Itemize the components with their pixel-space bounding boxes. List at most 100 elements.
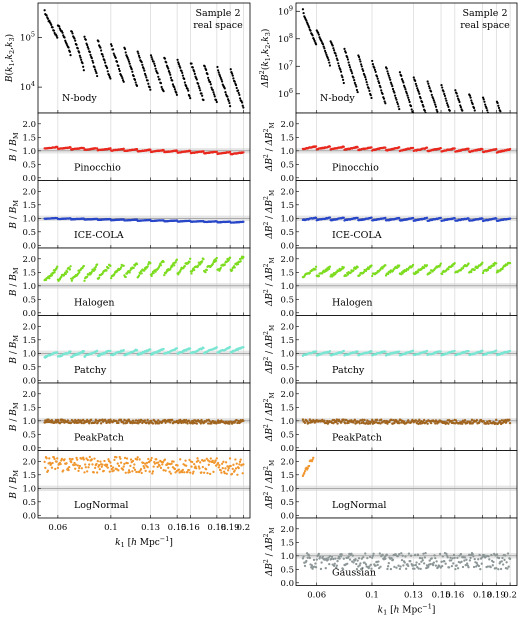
- data-point: [409, 560, 412, 563]
- data-point: [149, 348, 152, 351]
- left-ratio-panel-peakpatch: 0.0 0.5 1.0 1.5 2.0 PeakPatch B / BM: [9, 382, 251, 454]
- data-point: [102, 469, 105, 473]
- nbody-point: [325, 53, 328, 56]
- data-point: [200, 471, 203, 474]
- data-point: [481, 261, 484, 264]
- data-point: [356, 146, 359, 149]
- data-point: [185, 464, 188, 467]
- nbody-point: [317, 33, 320, 36]
- data-point: [439, 350, 442, 353]
- y-tick-label: 2.0: [22, 322, 36, 332]
- nbody-point: [335, 54, 338, 57]
- data-point: [123, 462, 126, 466]
- nbody-point: [369, 94, 372, 97]
- nbody-point: [45, 14, 48, 17]
- data-point: [447, 566, 451, 569]
- nbody-point: [212, 91, 215, 94]
- data-point: [220, 471, 223, 474]
- nbody-point: [414, 79, 417, 83]
- data-point: [467, 262, 470, 265]
- data-point: [447, 268, 450, 271]
- data-point: [157, 461, 160, 464]
- data-point: [357, 557, 361, 560]
- y-tick-label: 0.5: [22, 430, 36, 440]
- y-tick-label: 1.5: [280, 133, 294, 143]
- data-point: [470, 418, 474, 421]
- data-point: [480, 562, 483, 565]
- panel-name: Pinocchio: [74, 163, 121, 174]
- data-point: [196, 457, 199, 460]
- nbody-point: [386, 70, 389, 73]
- data-point: [420, 557, 424, 560]
- data-point: [479, 568, 482, 571]
- data-point: [119, 461, 123, 464]
- data-point: [412, 564, 415, 567]
- data-point: [334, 557, 337, 560]
- nbody-point: [43, 9, 46, 12]
- data-point: [204, 271, 207, 274]
- nbody-point: [219, 75, 222, 78]
- nbody-point: [412, 76, 415, 79]
- y-tick-label: 1.5: [22, 471, 36, 481]
- data-point: [423, 562, 426, 565]
- nbody-point: [160, 85, 163, 89]
- data-point: [154, 270, 157, 273]
- right-ratio-panel-ice-cola: 0.0 0.5 1.0 1.5 2.0 ICE-COLA ΔB2 / ΔB2M: [263, 180, 518, 251]
- data-point: [328, 555, 332, 558]
- data-point: [93, 421, 97, 424]
- data-point: [193, 421, 197, 425]
- data-point: [53, 457, 56, 461]
- data-point: [506, 552, 510, 555]
- data-point: [199, 263, 202, 266]
- nbody-point: [127, 60, 131, 63]
- panel-name: Halogen: [332, 298, 373, 309]
- nbody-point: [324, 51, 327, 54]
- data-point: [477, 564, 481, 568]
- data-point: [495, 566, 498, 570]
- nbody-point: [121, 77, 124, 80]
- nbody-point: [337, 64, 341, 67]
- panel-bg: [296, 180, 517, 248]
- nbody-point: [238, 97, 242, 100]
- left-ratio-panel-patchy: 0.0 0.5 1.0 1.5 2.0 Patchy B / BM: [9, 315, 251, 386]
- data-point: [356, 559, 359, 562]
- data-point: [439, 262, 442, 265]
- data-point: [356, 216, 359, 220]
- data-point: [164, 469, 167, 472]
- y-tick-label: 104: [20, 80, 35, 93]
- data-point: [217, 466, 220, 469]
- data-point: [46, 469, 50, 472]
- data-point: [229, 464, 232, 468]
- data-point: [155, 458, 158, 461]
- nbody-point: [181, 71, 184, 74]
- nbody-point: [432, 97, 435, 100]
- data-point: [439, 146, 442, 150]
- data-point: [400, 552, 403, 555]
- nbody-point: [398, 71, 402, 74]
- y-tick-label: 2.0: [280, 255, 294, 265]
- data-point: [506, 567, 509, 570]
- nbody-point: [362, 69, 365, 73]
- data-point: [163, 273, 166, 277]
- data-point: [187, 468, 191, 472]
- nbody-point: [229, 68, 232, 71]
- left-ratio-panel-halogen: 0.0 0.5 1.0 1.5 2.0 Halogen B / BM: [9, 247, 251, 319]
- data-point: [503, 558, 506, 562]
- data-point: [419, 567, 422, 571]
- data-point: [202, 346, 205, 350]
- data-point: [209, 457, 212, 460]
- nbody-point: [448, 109, 451, 112]
- data-point: [60, 275, 63, 279]
- nbody-point: [332, 49, 336, 52]
- nbody-point: [210, 86, 213, 89]
- nbody-point: [74, 39, 77, 42]
- nbody-point: [426, 80, 429, 83]
- panel-bg: [38, 248, 250, 316]
- nbody-point: [456, 95, 459, 98]
- data-point: [320, 561, 323, 564]
- nbody-point: [132, 74, 135, 78]
- data-point: [74, 418, 77, 422]
- data-point: [328, 267, 331, 271]
- y-tick-label: 1.0: [280, 417, 294, 427]
